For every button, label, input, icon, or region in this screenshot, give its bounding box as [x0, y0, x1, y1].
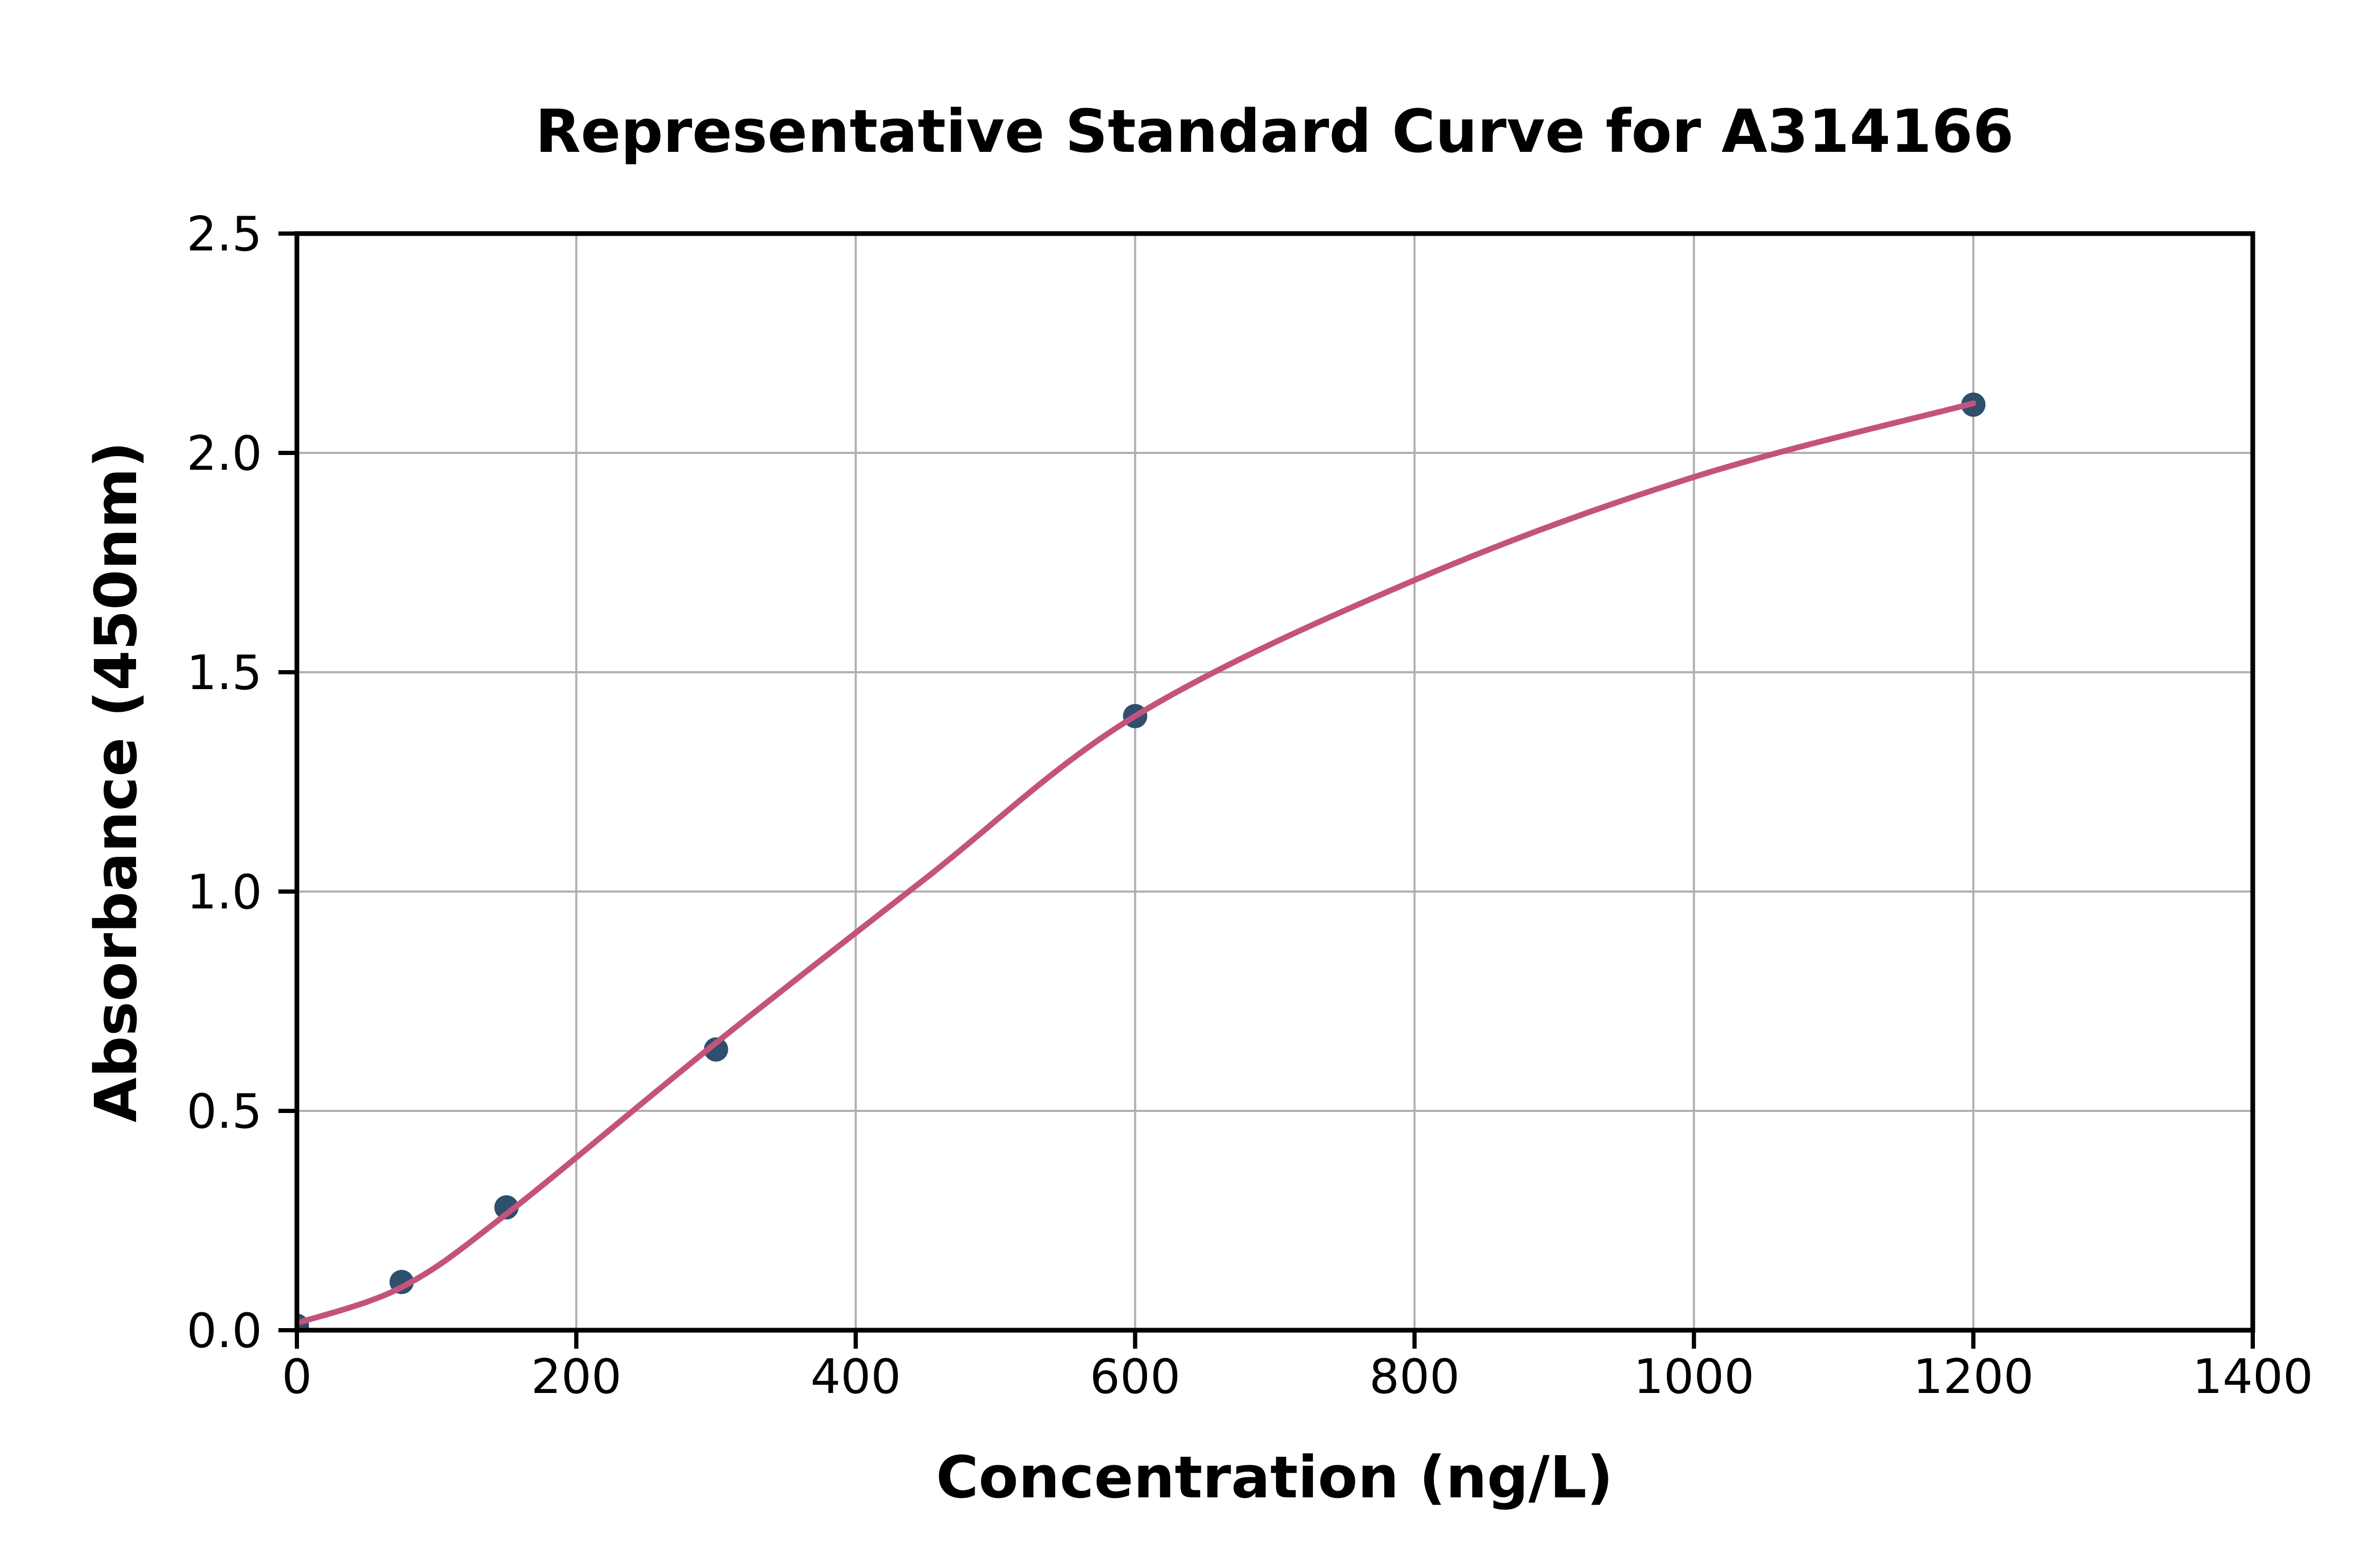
x-tick-label: 800 — [1369, 1349, 1460, 1405]
x-tick-label: 0 — [282, 1349, 312, 1405]
x-tick-label: 400 — [811, 1349, 901, 1405]
plot-border — [294, 231, 2255, 1333]
y-tick-label: 0.5 — [187, 1084, 262, 1139]
data-point-marker — [703, 1037, 728, 1062]
plot-area: 0 200 400 600 800 1000 1200 1400 0.0 0.5 1.0 1.5 2.0… — [187, 207, 2313, 1405]
chart-title: Representative Standard Curve for A31416… — [535, 98, 2014, 166]
x-tick-label: 600 — [1090, 1349, 1181, 1405]
x-axis-label: Concentration (ng/L) — [936, 1444, 1613, 1511]
data-point-marker — [494, 1195, 519, 1220]
y-tick-label: 1.0 — [187, 865, 262, 920]
x-tick-label: 1200 — [1913, 1349, 2034, 1405]
y-tick-label: 1.5 — [187, 645, 262, 701]
x-tick-label: 1400 — [2192, 1349, 2313, 1405]
x-tick-label: 200 — [531, 1349, 622, 1405]
y-axis-label: Absorbance (450nm) — [82, 441, 150, 1122]
fit-curve — [297, 400, 1976, 1327]
y-tick-label: 2.0 — [187, 426, 262, 481]
x-tick-label: 1000 — [1634, 1349, 1754, 1405]
y-tick-label: 0.0 — [187, 1303, 262, 1359]
y-tick-label: 2.5 — [187, 207, 262, 262]
